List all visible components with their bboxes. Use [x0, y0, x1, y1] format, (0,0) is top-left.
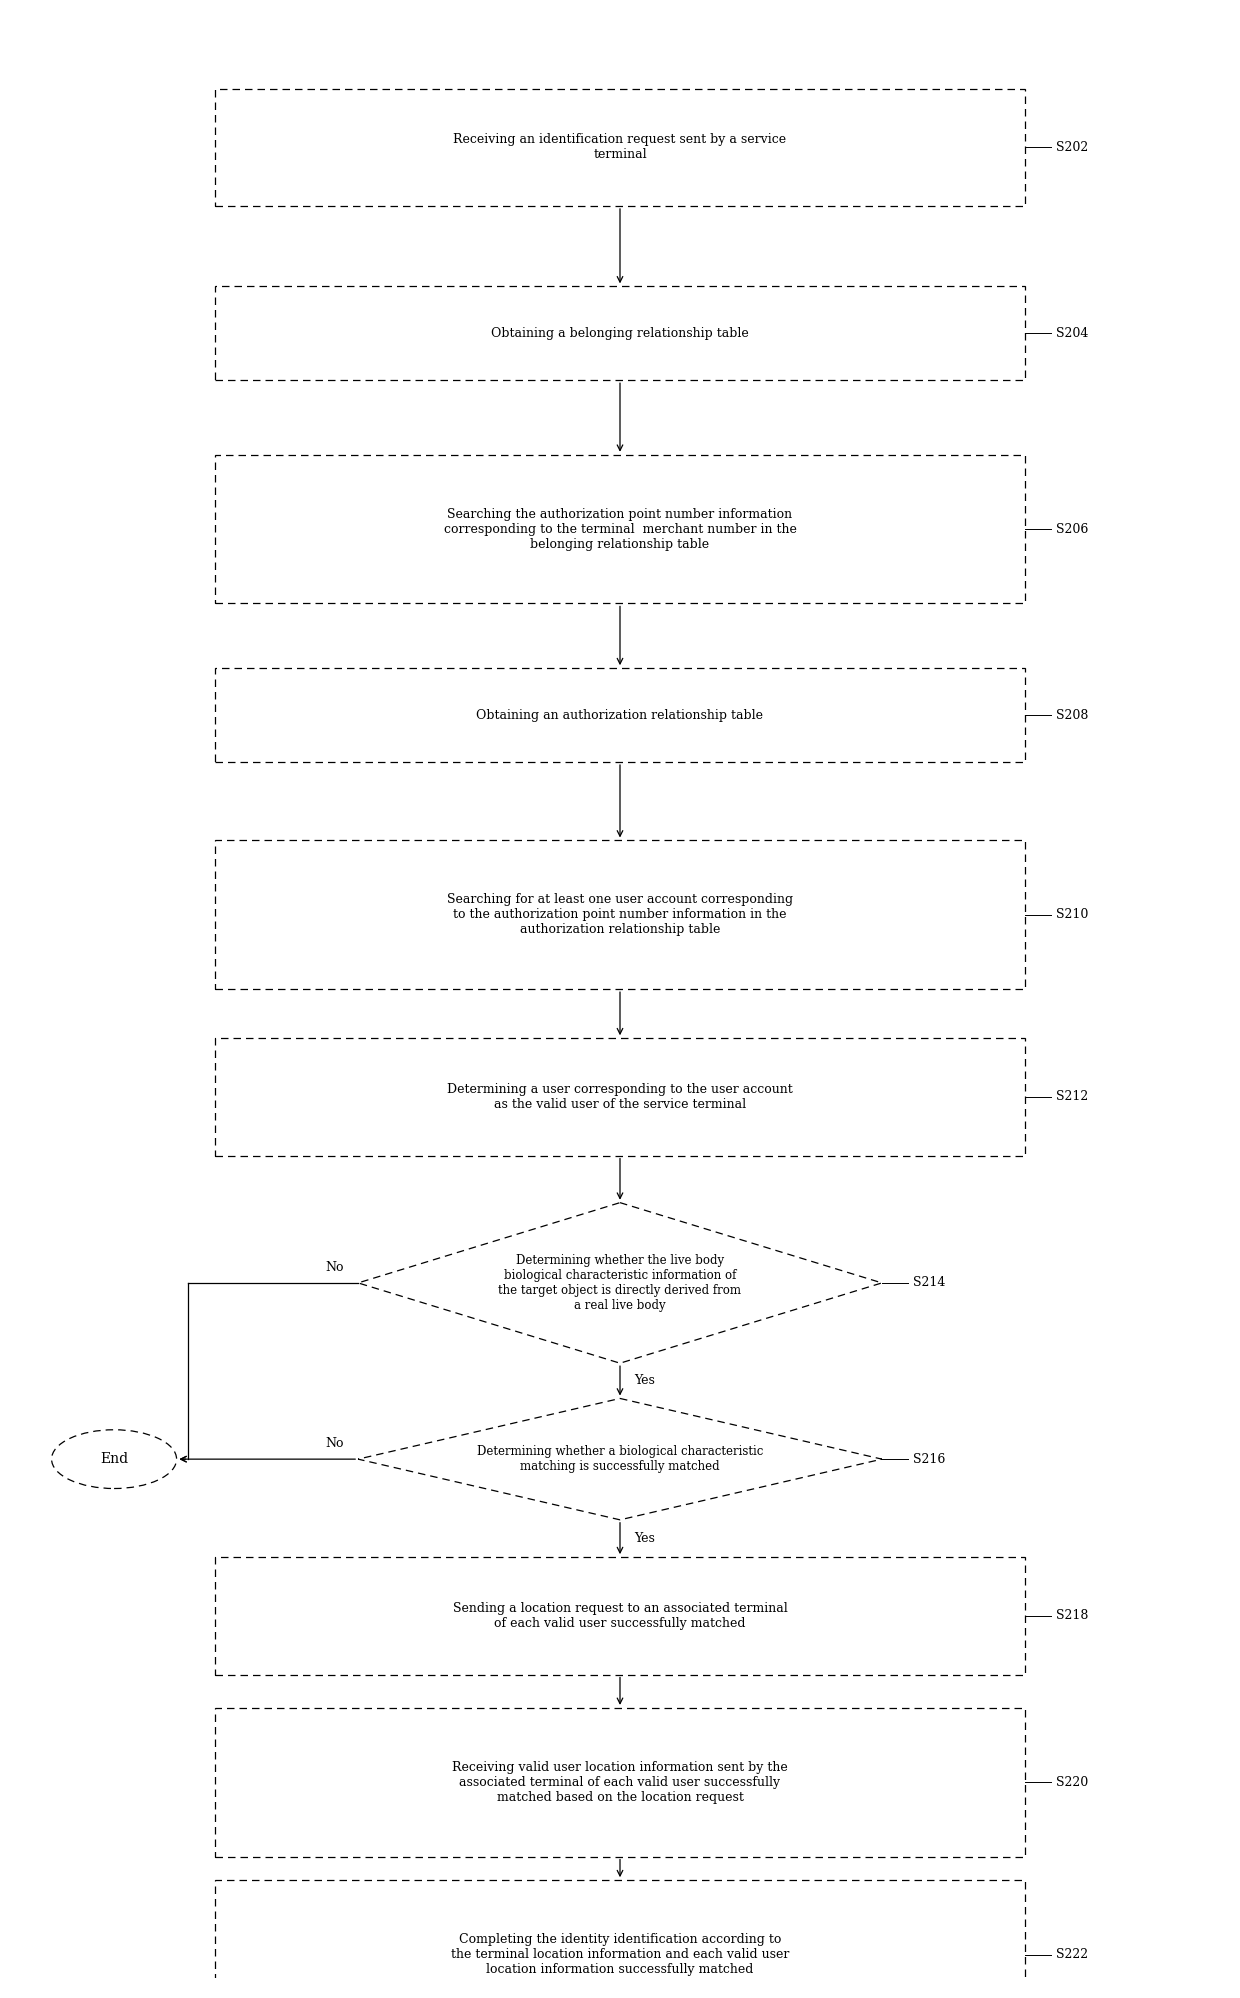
Text: S212: S212: [1055, 1091, 1087, 1103]
Text: Receiving valid user location information sent by the
associated terminal of eac: Receiving valid user location informatio…: [453, 1760, 787, 1804]
Text: Obtaining an authorization relationship table: Obtaining an authorization relationship …: [476, 709, 764, 721]
Text: Searching the authorization point number information
corresponding to the termin: Searching the authorization point number…: [444, 507, 796, 551]
Polygon shape: [358, 1203, 882, 1363]
Polygon shape: [358, 1399, 882, 1520]
Text: End: End: [100, 1453, 128, 1467]
Ellipse shape: [52, 1431, 176, 1489]
Text: Obtaining a belonging relationship table: Obtaining a belonging relationship table: [491, 328, 749, 340]
Text: S220: S220: [1055, 1776, 1087, 1788]
Text: Yes: Yes: [635, 1375, 655, 1387]
FancyBboxPatch shape: [216, 286, 1024, 380]
Text: S206: S206: [1055, 523, 1087, 535]
Text: Determining a user corresponding to the user account
as the valid user of the se: Determining a user corresponding to the …: [448, 1083, 792, 1111]
Text: S216: S216: [913, 1453, 945, 1467]
Text: No: No: [325, 1261, 343, 1275]
Text: Receiving an identification request sent by a service
terminal: Receiving an identification request sent…: [454, 134, 786, 162]
Text: S218: S218: [1055, 1608, 1087, 1622]
Text: S204: S204: [1055, 328, 1087, 340]
Text: S202: S202: [1055, 140, 1087, 154]
FancyBboxPatch shape: [216, 1039, 1024, 1155]
Text: Determining whether the live body
biological characteristic information of
the t: Determining whether the live body biolog…: [498, 1255, 742, 1313]
Text: S208: S208: [1055, 709, 1087, 721]
Text: Completing the identity identification according to
the terminal location inform: Completing the identity identification a…: [451, 1932, 789, 1976]
FancyBboxPatch shape: [216, 1708, 1024, 1856]
FancyBboxPatch shape: [216, 1556, 1024, 1674]
Text: S214: S214: [913, 1277, 945, 1289]
FancyBboxPatch shape: [216, 88, 1024, 206]
FancyBboxPatch shape: [216, 1880, 1024, 1998]
FancyBboxPatch shape: [216, 667, 1024, 761]
Text: S222: S222: [1055, 1948, 1087, 1960]
Text: Yes: Yes: [635, 1532, 655, 1544]
FancyBboxPatch shape: [216, 456, 1024, 603]
Text: S210: S210: [1055, 909, 1087, 921]
Text: Sending a location request to an associated terminal
of each valid user successf: Sending a location request to an associa…: [453, 1602, 787, 1630]
FancyBboxPatch shape: [216, 841, 1024, 989]
Text: Searching for at least one user account corresponding
to the authorization point: Searching for at least one user account …: [446, 893, 794, 937]
Text: Determining whether a biological characteristic
matching is successfully matched: Determining whether a biological charact…: [477, 1445, 763, 1473]
Text: No: No: [325, 1437, 343, 1451]
